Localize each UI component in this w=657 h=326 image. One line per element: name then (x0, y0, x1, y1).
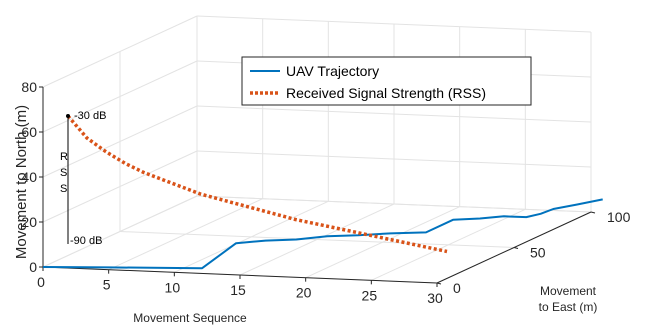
z-axis-label: Movement to North (m) (13, 105, 30, 259)
x-axis-label: Movement Sequence (133, 311, 247, 325)
z-tick-label: 20 (21, 214, 37, 230)
rss-annotation: -30 dB -90 dB R S S (60, 110, 106, 247)
grid-line (42, 15, 198, 88)
chart-legend: UAV Trajectory Received Signal Strength … (241, 56, 532, 106)
rss-axis-letter: S (60, 183, 67, 195)
legend-box (241, 56, 532, 106)
series-line-uav-trajectory (42, 198, 603, 270)
rss-top-label: -30 dB (74, 110, 106, 122)
grid-line (42, 150, 198, 223)
grid-line (196, 195, 592, 213)
y-tick-label: 0 (453, 280, 461, 296)
chart-grid (42, 15, 592, 284)
x-tick-label: 0 (37, 274, 45, 290)
y-tick-label: 50 (530, 245, 546, 261)
y-axis-label-line2: to East (m) (539, 300, 598, 314)
y-tick-mark (436, 282, 442, 285)
grid-line (196, 15, 592, 33)
x-tick-label: 5 (103, 277, 111, 293)
series-line-rss (66, 114, 448, 254)
legend-label-uav: UAV Trajectory (286, 63, 379, 79)
z-tick-label: 0 (29, 259, 37, 275)
grid-line (42, 60, 198, 133)
rss-bottom-label: -90 dB (70, 235, 102, 247)
x-tick-label: 30 (427, 290, 443, 306)
legend-label-rss: Received Signal Strength (RSS) (286, 85, 486, 101)
x-tick-label: 20 (296, 285, 312, 301)
x-tick-label: 25 (362, 287, 378, 303)
grid-line (119, 231, 515, 248)
z-tick-label: 80 (21, 79, 37, 95)
grid-line (42, 105, 198, 178)
x-tick-label: 15 (230, 282, 246, 298)
y-tick-mark (513, 247, 519, 249)
y-axis-label-line1: Movement (540, 284, 597, 298)
grid-line (42, 195, 198, 268)
rss-axis-letter: S (60, 167, 67, 179)
z-tick-label: 40 (21, 169, 37, 185)
y-tick-mark (590, 211, 596, 214)
chart-ticks: 0 5 10 15 20 25 30 0 50 100 0 20 40 60 80 (21, 79, 630, 306)
chart-axes (42, 87, 592, 284)
grid-line (196, 105, 592, 123)
rss-axis-letter: R (60, 151, 68, 163)
grid-line (196, 150, 592, 168)
y-tick-label: 100 (607, 209, 631, 225)
x-tick-label: 10 (165, 279, 181, 295)
z-tick-label: 60 (21, 124, 37, 140)
